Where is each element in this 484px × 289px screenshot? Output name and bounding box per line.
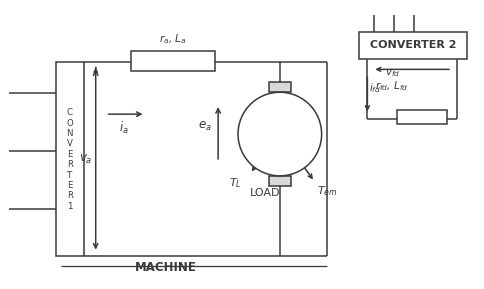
Text: $v_a$: $v_a$ (79, 153, 93, 166)
Text: MACHINE: MACHINE (135, 261, 197, 274)
Bar (360, 32, 467, 60)
Bar (131, 51, 215, 71)
Bar (56, 62, 84, 256)
Text: $T_{em}$: $T_{em}$ (317, 184, 337, 198)
Bar (269, 82, 291, 92)
Text: CONVERTER 2: CONVERTER 2 (370, 40, 456, 51)
Bar (269, 176, 291, 186)
Text: $T_L$: $T_L$ (229, 176, 242, 190)
Text: $e_a$: $e_a$ (198, 120, 212, 133)
Text: C
O
N
V
E
R
T
E
R
1: C O N V E R T E R 1 (66, 108, 73, 211)
Text: $i_{fd}$: $i_{fd}$ (369, 81, 381, 95)
Text: $i_a$: $i_a$ (119, 120, 128, 136)
Text: $v_{fd}$: $v_{fd}$ (385, 67, 401, 79)
Circle shape (238, 92, 321, 176)
Bar (397, 110, 447, 124)
Text: LOAD: LOAD (250, 188, 280, 198)
Text: $r_a$, $L_a$: $r_a$, $L_a$ (159, 33, 186, 47)
Text: $r_{fd}$, $L_{fd}$: $r_{fd}$, $L_{fd}$ (376, 79, 408, 93)
